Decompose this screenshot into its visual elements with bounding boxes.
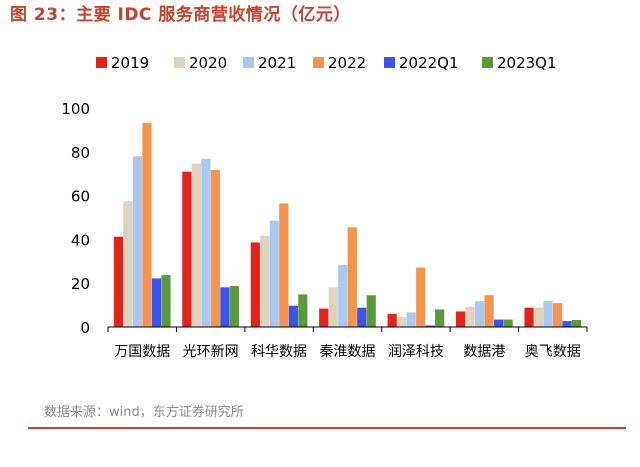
category-label: 润泽科技 (388, 344, 444, 360)
bar (191, 163, 201, 327)
bar (328, 287, 338, 327)
bar (220, 287, 230, 327)
bar (562, 321, 572, 327)
bar (161, 275, 171, 327)
bar (524, 307, 534, 327)
bar (338, 264, 348, 327)
bar (132, 156, 143, 327)
y-tick-label: 60 (71, 188, 90, 206)
bar (142, 122, 152, 327)
bar (456, 311, 466, 327)
bar (260, 235, 270, 327)
source-note: 数据来源：wind，东方证券研究所 (44, 405, 244, 420)
bar (250, 242, 260, 327)
legend-swatch (384, 57, 395, 68)
y-tick-label: 0 (80, 319, 90, 337)
bar (397, 317, 407, 327)
legend-label: 2022 (328, 54, 366, 72)
bar (552, 303, 563, 327)
bar (210, 169, 220, 327)
bar (182, 171, 192, 327)
category-label: 光环新网 (183, 344, 239, 360)
bar (298, 294, 308, 327)
bar (406, 312, 416, 327)
bar (229, 286, 239, 327)
bar (465, 307, 475, 327)
bar (366, 295, 376, 327)
chart-legend: 2019 2020 2021 2022 2022Q1 2023Q1 (96, 54, 557, 72)
bar (494, 319, 504, 327)
bar (201, 158, 211, 327)
y-tick-label: 80 (71, 144, 90, 162)
bar (435, 309, 445, 327)
legend-label: 2020 (189, 54, 227, 72)
bar (416, 267, 426, 327)
figure-title: 图 23：主要 IDC 服务商营收情况（亿元） (10, 5, 351, 25)
legend-label: 2019 (111, 54, 149, 72)
footer-rule (28, 427, 626, 429)
y-tick-label: 100 (61, 100, 90, 118)
bars (113, 122, 582, 327)
bar (571, 319, 582, 327)
y-tick-label: 40 (71, 231, 90, 249)
bar (484, 295, 494, 327)
x-axis: 万国数据 光环新网 科华数据 秦淮数据 润泽科技 数据港 奥飞数据 (107, 326, 588, 360)
legend-label: 2021 (258, 54, 296, 72)
bar (425, 325, 435, 327)
bar (533, 307, 544, 327)
bar (503, 319, 513, 327)
bar (543, 301, 553, 327)
bar (269, 220, 279, 327)
legend-swatch (243, 57, 254, 68)
bar (288, 305, 298, 327)
category-label: 奥飞数据 (525, 343, 581, 360)
bar (387, 313, 397, 327)
legend-swatch (313, 57, 324, 68)
category-label: 秦淮数据 (320, 344, 376, 360)
legend-label: 2022Q1 (399, 54, 459, 72)
bar (475, 301, 485, 327)
y-tick-label: 20 (71, 275, 90, 293)
category-label: 科华数据 (251, 344, 307, 360)
legend-swatch (96, 57, 107, 68)
bar (319, 308, 329, 327)
y-axis: 0 20 40 60 80 100 (61, 100, 90, 337)
legend-label: 2023Q1 (497, 54, 557, 72)
legend-swatch (174, 57, 185, 68)
category-label: 万国数据 (114, 344, 170, 360)
legend-swatch (482, 57, 493, 68)
bar (151, 278, 162, 327)
bar (357, 307, 367, 327)
bar (123, 201, 133, 327)
bar-chart: 2019 2020 2021 2022 2022Q1 2023Q1 0 20 40 60 80 10… (61, 54, 588, 360)
bar (347, 227, 357, 327)
category-label: 数据港 (463, 344, 505, 360)
bar (279, 203, 289, 327)
bar (113, 236, 124, 327)
